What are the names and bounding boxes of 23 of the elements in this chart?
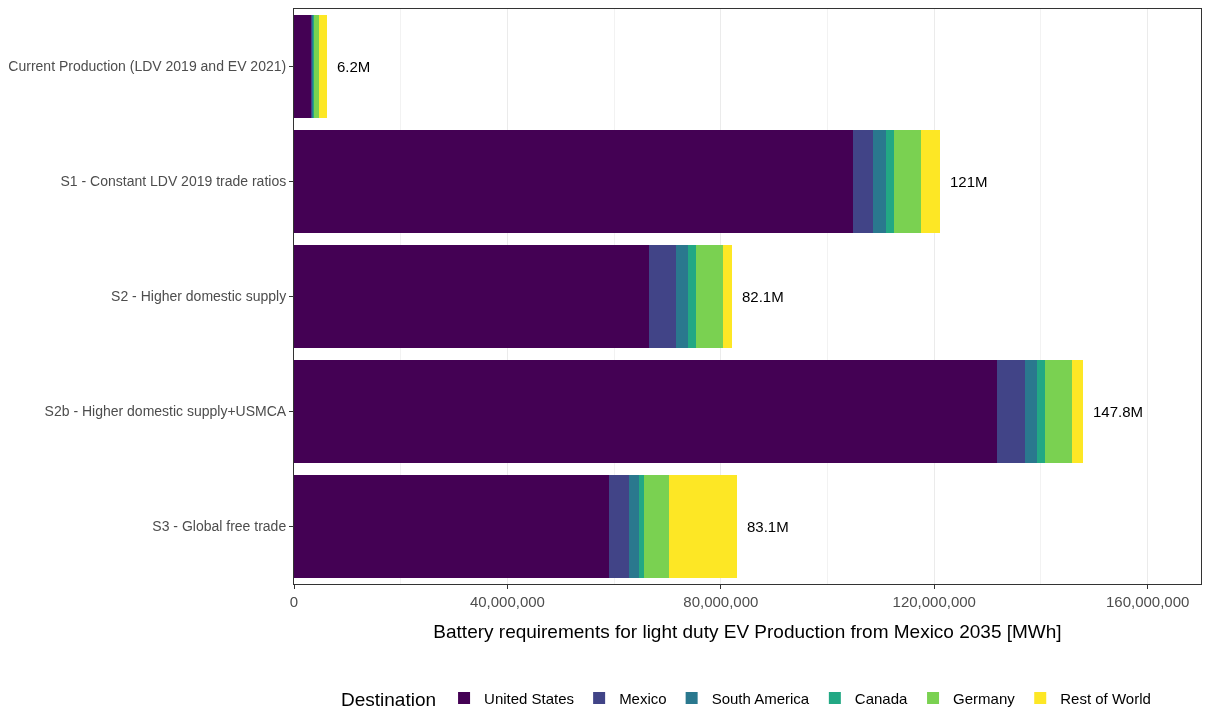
total-label: 82.1M (742, 288, 784, 305)
total-label: 83.1M (747, 518, 789, 535)
y-tick-label: S2b - Higher domestic supply+USMCA (44, 403, 287, 420)
total-label: 147.8M (1093, 403, 1144, 420)
x-axis-title: Battery requirements for light duty EV Production from Mexico 2035 [MWh] (433, 620, 1062, 642)
x-tick-label: 0 (289, 593, 299, 610)
x-tick-label: 160,000,000 (1105, 593, 1190, 610)
x-tick-label: 40,000,000 (469, 593, 545, 610)
legend-title: Destination (341, 689, 437, 711)
y-tick-label: S3 - Global free trade (152, 518, 287, 535)
legend-label: Germany (953, 689, 1016, 707)
x-tick-label: 80,000,000 (683, 593, 759, 610)
y-tick-label: S2 - Higher domestic supply (111, 288, 287, 305)
total-label: 6.2M (337, 58, 371, 75)
total-label: 121M (950, 173, 988, 190)
legend-label: Canada (854, 689, 909, 707)
x-tick-label: 120,000,000 (892, 593, 976, 610)
legend-label: United States (484, 689, 575, 707)
legend-label: Mexico (619, 689, 667, 707)
legend-label: Rest of World (1060, 689, 1151, 707)
legend-label: South America (711, 689, 810, 707)
y-tick-label: Current Production (LDV 2019 and EV 2021) (8, 58, 287, 75)
y-tick-label: S1 - Constant LDV 2019 trade ratios (60, 173, 287, 190)
